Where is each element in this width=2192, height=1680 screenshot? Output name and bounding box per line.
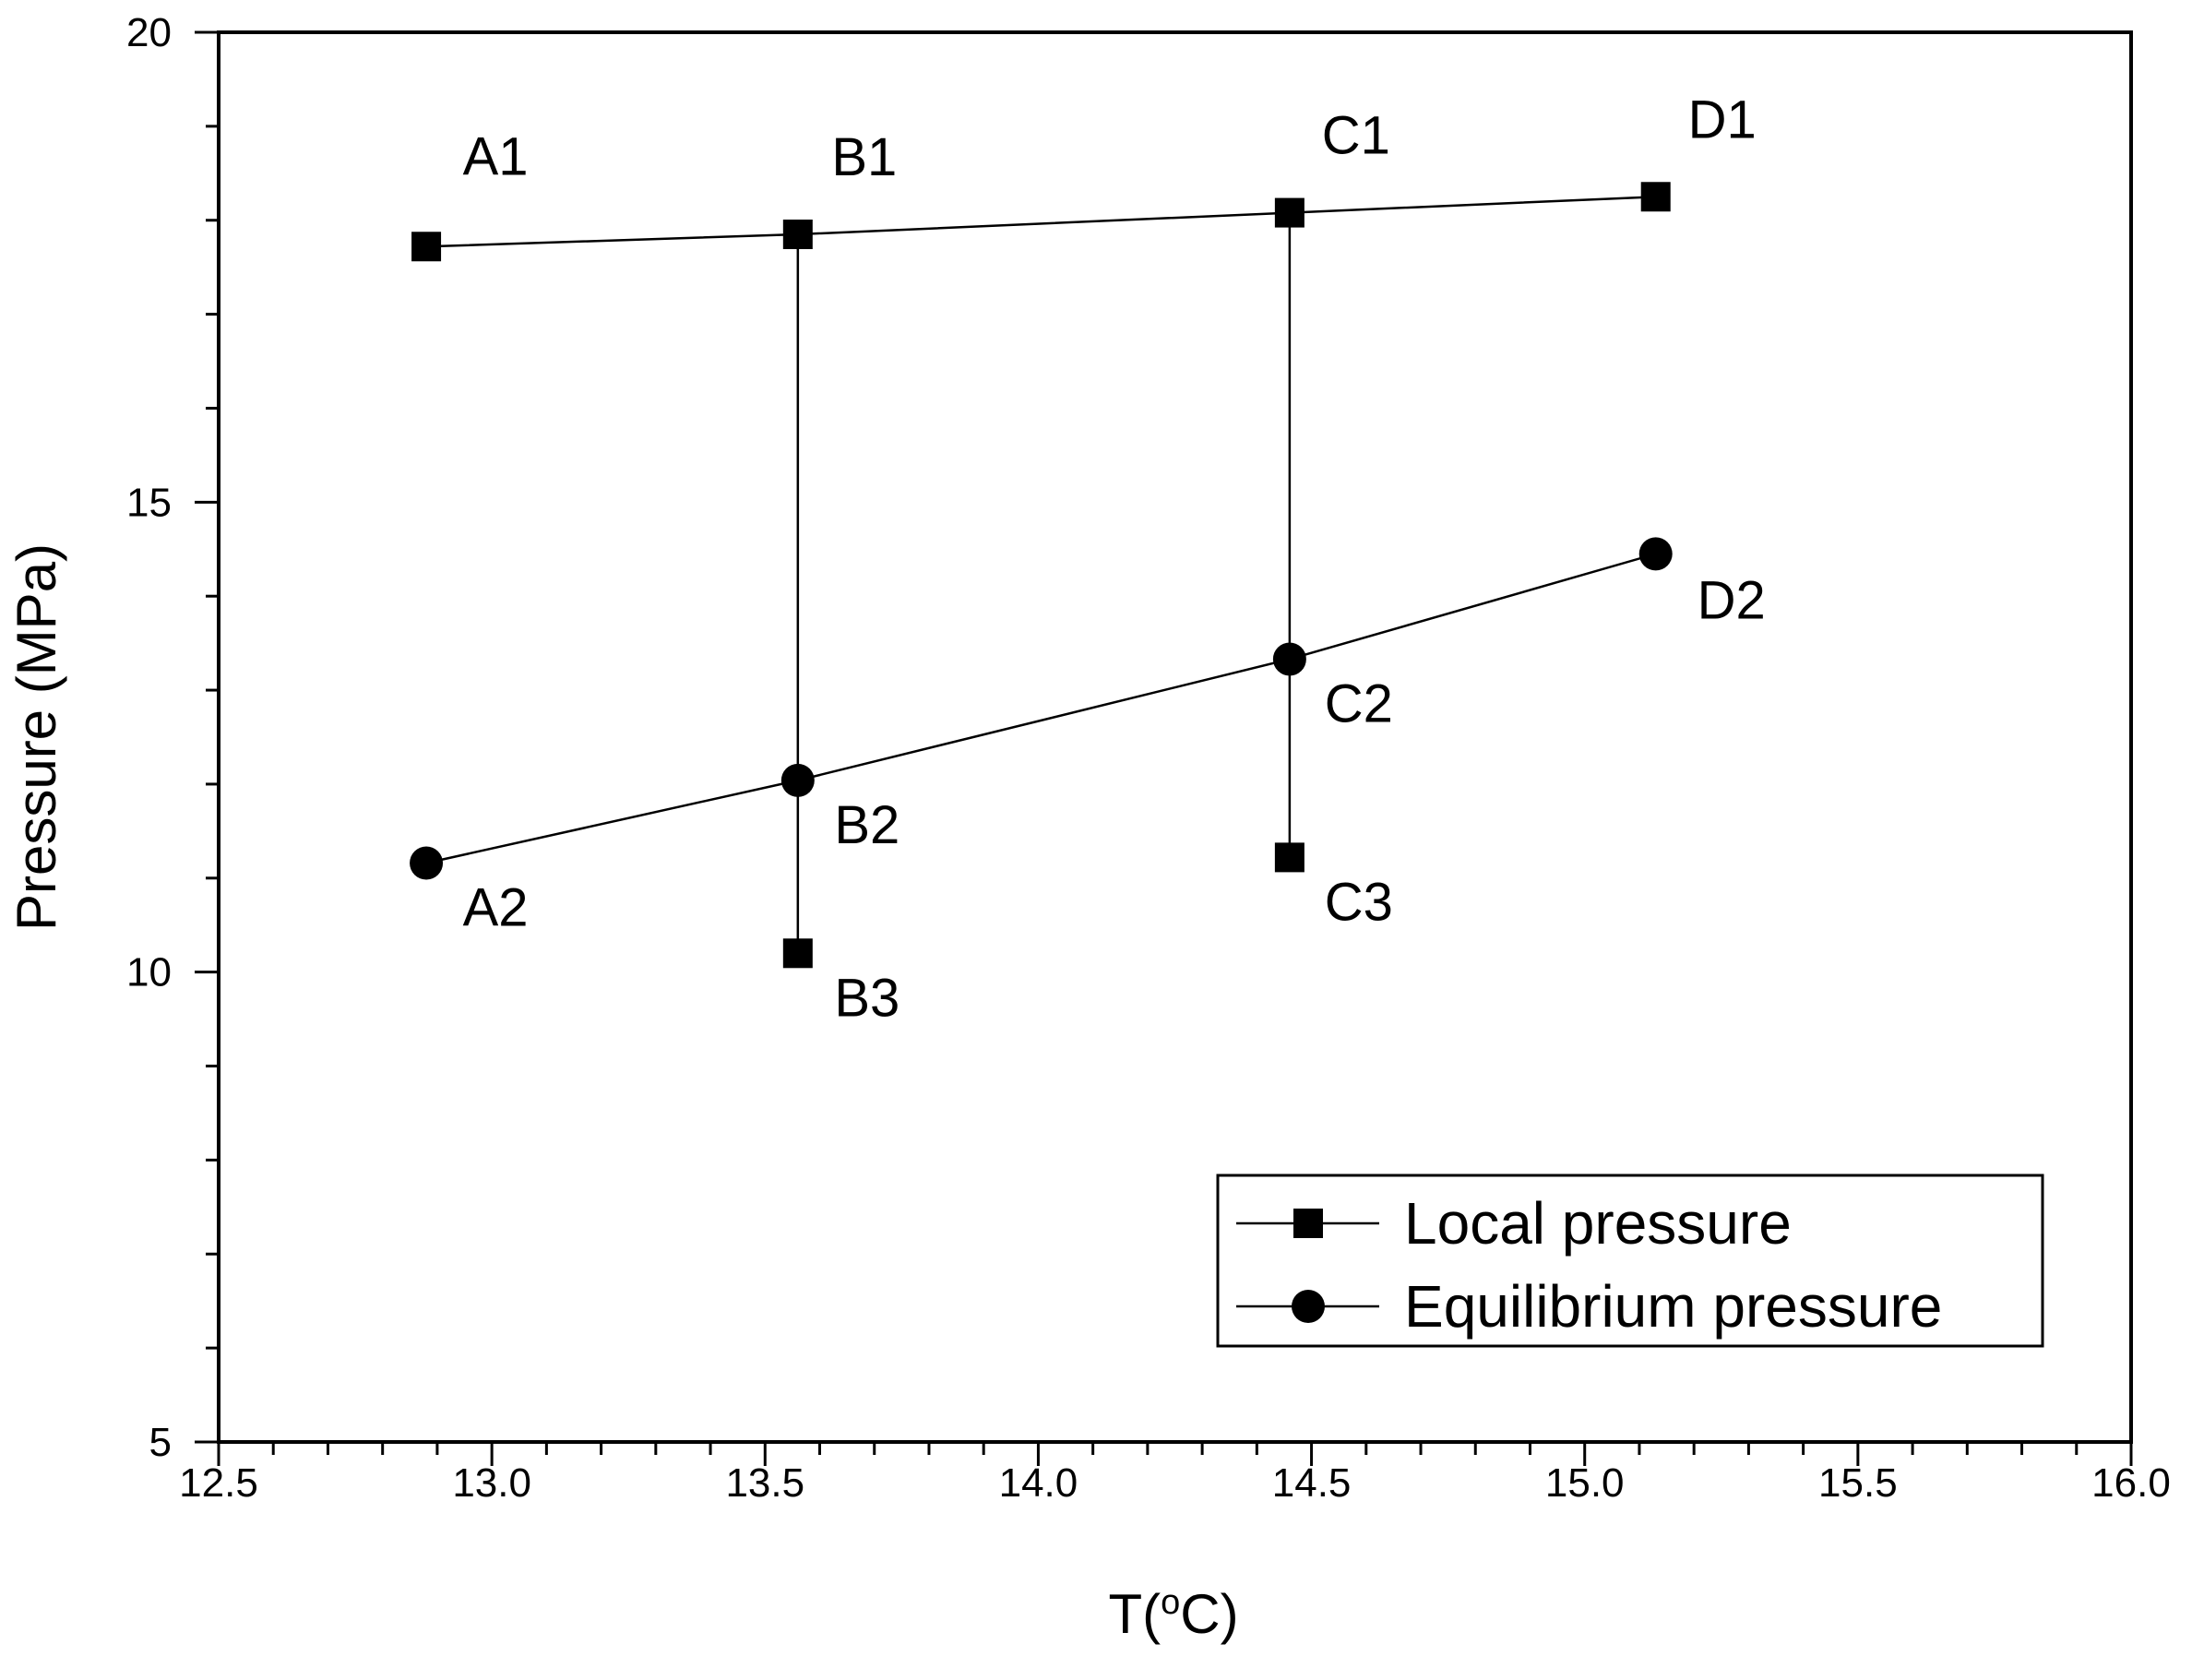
x-axis-title: T(oC) xyxy=(1108,1583,1238,1645)
plot-frame xyxy=(217,30,2133,1444)
x-tick-label: 15.5 xyxy=(1818,1460,1898,1506)
data-point-b2 xyxy=(780,763,815,797)
point-label-b3: B3 xyxy=(834,968,899,1028)
legend-label: Local pressure xyxy=(1404,1190,1792,1257)
point-label-a1: A1 xyxy=(463,126,529,186)
legend-marker xyxy=(1292,1290,1325,1323)
legend-marker xyxy=(1293,1209,1323,1238)
data-point-c3 xyxy=(1274,842,1304,873)
x-tick-label: 12.5 xyxy=(179,1460,258,1506)
data-point-a2 xyxy=(410,846,444,880)
series-line xyxy=(425,553,1657,864)
x-tick-label: 15.0 xyxy=(1545,1460,1625,1506)
point-label-a2: A2 xyxy=(463,878,529,938)
point-label-c2: C2 xyxy=(1325,673,1393,733)
data-markers xyxy=(410,182,1673,969)
x-tick-label: 13.0 xyxy=(452,1460,531,1506)
data-point-b3 xyxy=(782,938,813,969)
y-tick-label: 20 xyxy=(126,10,172,55)
point-label-b2: B2 xyxy=(834,795,899,855)
point-label-d1: D1 xyxy=(1688,89,1757,149)
data-point-b1 xyxy=(782,220,813,250)
y-tick-label: 15 xyxy=(126,480,172,525)
axis-ticks: 12.5 13.0 13.5 14.0 14.5 15.0 15.5 16.0 5 10 15 20 xyxy=(126,10,2171,1506)
x-tick-label: 14.0 xyxy=(999,1460,1078,1506)
y-tick-label: 5 xyxy=(149,1420,172,1465)
x-tick-label: 14.5 xyxy=(1272,1460,1352,1506)
x-tick-label: 13.5 xyxy=(725,1460,804,1506)
y-axis-title: Pressure (MPa) xyxy=(6,543,67,931)
point-label-c3: C3 xyxy=(1325,872,1393,932)
point-labels: A1 B1 C1 D1 A2 B2 C2 D2 B3 C3 xyxy=(463,89,1766,1028)
data-point-d1 xyxy=(1640,182,1671,212)
data-point-d2 xyxy=(1638,537,1673,571)
series-line xyxy=(426,196,1656,248)
y-tick-label: 10 xyxy=(126,950,172,995)
x-tick-label: 16.0 xyxy=(2091,1460,2171,1506)
data-point-a1 xyxy=(411,232,442,262)
point-label-c1: C1 xyxy=(1322,106,1390,166)
legend-label: Equilibrium pressure xyxy=(1404,1273,1942,1340)
point-label-b1: B1 xyxy=(831,127,897,187)
series-lines xyxy=(425,196,1657,954)
data-point-c1 xyxy=(1274,197,1304,228)
point-label-d2: D2 xyxy=(1698,570,1766,630)
data-point-c2 xyxy=(1272,642,1306,676)
legend-box xyxy=(1216,1174,2044,1348)
legend: Local pressure Equilibrium pressure xyxy=(1216,1174,2044,1348)
